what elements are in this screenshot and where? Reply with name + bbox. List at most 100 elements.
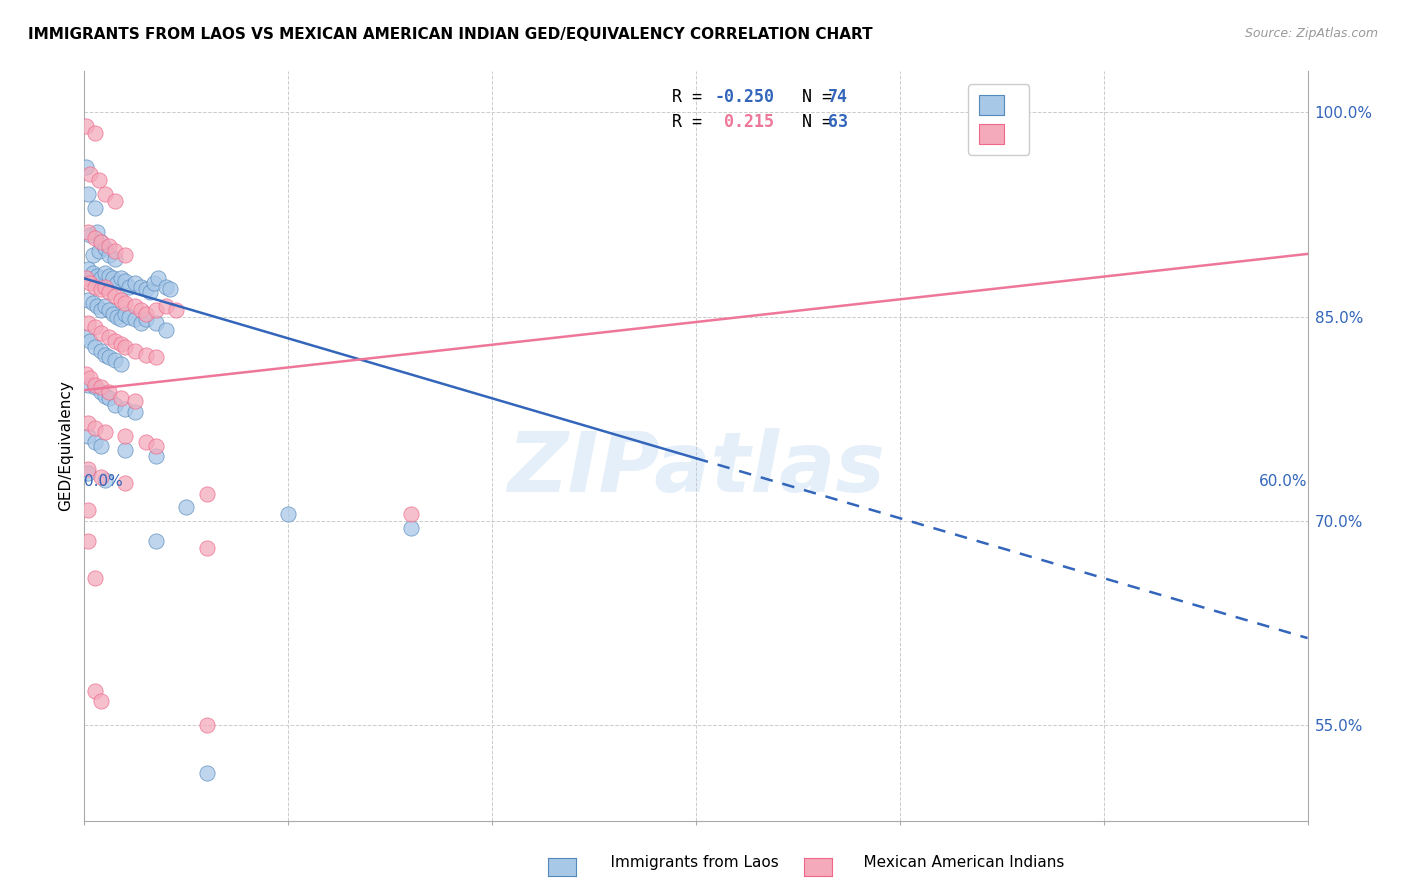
Point (131, 302, 153, 317)
Point (93, 348, 115, 362)
Point (82, 296, 104, 310)
Point (277, 507, 299, 521)
Y-axis label: GED/Equivalency: GED/Equivalency (58, 381, 73, 511)
Point (114, 307, 136, 321)
Text: R =: R = (672, 87, 711, 106)
Point (90, 470, 112, 484)
Point (90, 235, 112, 249)
Point (101, 271, 124, 285)
Point (399, 507, 422, 521)
Point (124, 299, 146, 313)
Point (104, 194, 127, 208)
Point (124, 276, 146, 290)
Point (83, 230, 105, 244)
Point (93, 266, 115, 280)
Legend: , : , (969, 84, 1029, 154)
Point (77, 416, 100, 430)
Point (104, 244, 127, 259)
Point (90, 343, 112, 358)
Point (104, 398, 127, 412)
Point (93, 425, 115, 440)
Point (77, 186, 100, 201)
Text: Source: ZipAtlas.com: Source: ZipAtlas.com (1244, 27, 1378, 40)
Point (83, 434, 105, 449)
Point (118, 310, 141, 324)
Point (104, 289, 127, 303)
Text: 63: 63 (828, 112, 848, 130)
Point (118, 279, 141, 293)
Point (77, 534, 100, 549)
Point (195, 718, 218, 732)
Point (77, 467, 100, 481)
Point (83, 571, 105, 585)
Point (90, 380, 112, 394)
Point (79, 167, 101, 181)
Point (97, 302, 120, 317)
Point (83, 201, 105, 215)
Point (135, 434, 157, 449)
Point (174, 500, 197, 515)
Point (97, 238, 120, 252)
Text: 74: 74 (828, 87, 848, 106)
Point (86, 299, 108, 313)
Point (135, 348, 157, 362)
Point (83, 377, 105, 392)
Point (114, 296, 136, 310)
Point (124, 394, 146, 409)
Point (110, 271, 132, 285)
Point (159, 282, 181, 296)
Text: Mexican American Indians: Mexican American Indians (844, 855, 1064, 870)
Point (77, 462, 100, 476)
Point (75, 119, 97, 133)
Point (82, 266, 104, 280)
Point (104, 252, 127, 267)
Point (79, 276, 101, 290)
Point (105, 276, 128, 290)
Text: 60.0%: 60.0% (1260, 475, 1308, 490)
Point (145, 534, 167, 549)
Point (83, 684, 105, 698)
Point (83, 380, 105, 394)
Point (75, 271, 97, 285)
Text: N =: N = (782, 112, 842, 130)
Point (155, 299, 177, 313)
Point (79, 334, 101, 348)
Point (142, 276, 165, 290)
Point (97, 330, 120, 344)
Point (135, 312, 157, 326)
Point (114, 402, 136, 417)
Point (77, 377, 100, 392)
Text: 0.215: 0.215 (714, 112, 775, 130)
Text: 0.0%: 0.0% (84, 475, 124, 490)
Point (135, 307, 157, 321)
Point (97, 384, 120, 399)
Point (90, 235, 112, 249)
Point (135, 282, 157, 296)
Point (97, 285, 120, 299)
Point (138, 285, 160, 299)
Text: IMMIGRANTS FROM LAOS VS MEXICAN AMERICAN INDIAN GED/EQUIVALENCY CORRELATION CHAR: IMMIGRANTS FROM LAOS VS MEXICAN AMERICAN… (28, 27, 873, 42)
Point (97, 351, 120, 365)
Point (110, 392, 132, 406)
Point (93, 388, 115, 402)
Point (145, 317, 167, 331)
Point (87, 173, 110, 187)
Point (195, 486, 218, 500)
Point (110, 357, 132, 371)
Point (79, 227, 101, 242)
Point (165, 302, 187, 317)
Point (77, 261, 100, 276)
Point (124, 312, 146, 326)
Text: R =: R = (672, 112, 711, 130)
Point (87, 244, 110, 259)
Point (195, 541, 218, 556)
Point (79, 371, 101, 385)
Point (93, 299, 115, 313)
Point (145, 449, 167, 463)
Point (114, 475, 136, 490)
Point (124, 405, 146, 419)
Point (114, 340, 136, 354)
Point (97, 268, 120, 283)
Point (86, 268, 108, 283)
Point (77, 317, 100, 331)
